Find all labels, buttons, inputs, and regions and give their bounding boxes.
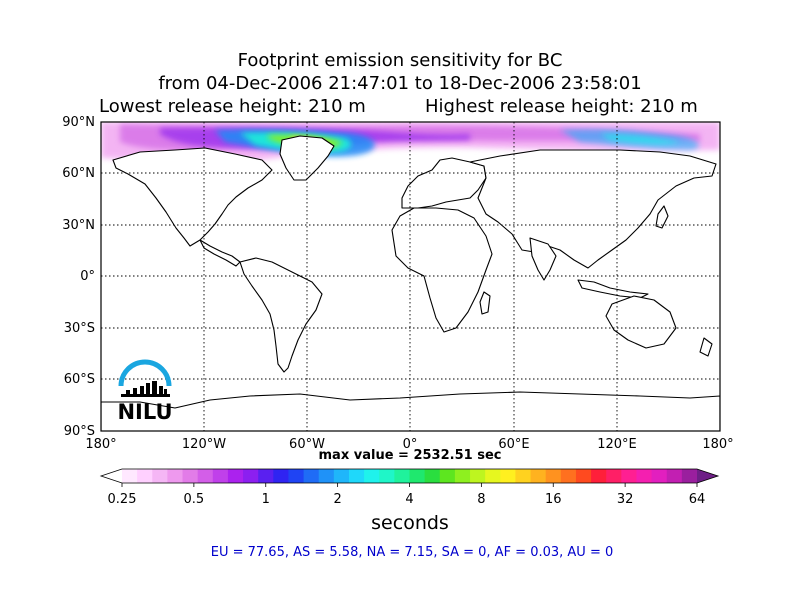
lat-label: 30°S xyxy=(64,321,95,336)
africa xyxy=(391,207,493,333)
indonesia xyxy=(577,279,649,299)
colorbar-cell xyxy=(227,469,244,483)
map-frame xyxy=(100,121,721,432)
lon-label: 0° xyxy=(403,437,418,452)
japan xyxy=(655,205,669,229)
colorbar-cell xyxy=(485,469,501,483)
lowest-release-height: Lowest release height: 210 m xyxy=(99,96,366,117)
colorbar-tick-label: 4 xyxy=(405,492,413,507)
colorbar-units: seconds xyxy=(371,512,449,534)
colorbar-cell xyxy=(500,469,517,483)
lon-label: 60°W xyxy=(289,437,325,452)
colorbar-cell xyxy=(651,469,668,483)
colorbar-cell xyxy=(515,469,532,483)
new-zealand xyxy=(699,337,713,357)
colorbar-cell xyxy=(575,469,592,483)
max-value-label: max value = 2532.51 sec xyxy=(318,448,502,463)
colorbar-cell xyxy=(379,469,395,483)
lon-label: 60°E xyxy=(498,437,529,452)
colorbar-cell xyxy=(666,469,683,483)
colorbar-cell xyxy=(681,469,698,483)
antarctica xyxy=(101,391,720,431)
title-line-2: from 04-Dec-2006 21:47:01 to 18-Dec-2006… xyxy=(158,73,642,94)
colorbar-tick-label: 0.25 xyxy=(108,492,137,507)
logo-text: NILU xyxy=(117,400,172,424)
lon-label: 180° xyxy=(702,437,733,452)
colorbar-cell xyxy=(409,469,426,483)
colorbar-cell xyxy=(273,469,290,483)
colorbar-cell xyxy=(348,469,365,483)
colorbar-tick-label: 64 xyxy=(689,492,706,507)
coastlines xyxy=(101,135,720,431)
colorbar-ticks: 0.25 0.5 1 2 4 8 16 32 64 xyxy=(108,483,706,507)
colorbar-tick-label: 2 xyxy=(333,492,341,507)
colorbar-cell xyxy=(258,469,274,483)
title-line-1: Footprint emission sensitivity for BC xyxy=(237,50,563,71)
colorbar-tick-label: 0.5 xyxy=(184,492,205,507)
colorbar-cell xyxy=(288,469,305,483)
colorbar-cells xyxy=(101,469,718,483)
lat-labels: 90°N 60°N 30°N 0° 30°S 60°S 90°S xyxy=(62,115,95,439)
lat-label: 90°N xyxy=(62,115,95,130)
colorbar-cell xyxy=(122,469,138,483)
colorbar-cell xyxy=(137,469,153,483)
colorbar-cell xyxy=(606,469,622,483)
south-america xyxy=(239,257,323,373)
colorbar-tick-label: 1 xyxy=(262,492,270,507)
colorbar-cell xyxy=(243,469,259,483)
lat-label: 0° xyxy=(80,269,95,284)
colorbar-cell xyxy=(621,469,638,483)
colorbar-tick-label: 8 xyxy=(477,492,485,507)
colorbar-cell xyxy=(545,469,562,483)
north-america xyxy=(112,147,273,247)
logo-arc xyxy=(118,359,172,387)
lat-label: 60°N xyxy=(62,166,95,181)
colorbar-cell xyxy=(303,469,320,483)
world-map: 90°N 60°N 30°N 0° 30°S 60°S 90°S 180° 12… xyxy=(62,115,733,452)
colorbar-cell xyxy=(636,469,653,483)
colorbar-cell xyxy=(333,469,350,483)
madagascar xyxy=(479,291,491,315)
lon-label: 120°E xyxy=(597,437,637,452)
region-totals: EU = 77.65, AS = 5.58, NA = 7.15, SA = 0… xyxy=(210,545,614,560)
lon-label: 120°W xyxy=(182,437,226,452)
central-america xyxy=(199,239,241,267)
colorbar-cell xyxy=(424,469,441,483)
colorbar-cell xyxy=(394,469,411,483)
colorbar-cell xyxy=(318,469,335,483)
colorbar-cell xyxy=(439,469,456,483)
colorbar-cell xyxy=(197,469,214,483)
colorbar-cell xyxy=(530,469,547,483)
logo-skyline xyxy=(121,381,170,397)
gridlines xyxy=(101,122,720,431)
colorbar-cell xyxy=(364,469,380,483)
colorbar-cell xyxy=(454,469,471,483)
colorbar-extend-low xyxy=(101,469,122,483)
colorbar-tick-label: 16 xyxy=(545,492,562,507)
colorbar-cell xyxy=(182,469,199,483)
colorbar-extend-high xyxy=(697,469,718,483)
colorbar-cell xyxy=(560,469,577,483)
lat-label: 30°N xyxy=(62,218,95,233)
australia xyxy=(605,295,677,349)
lon-label: 180° xyxy=(85,437,116,452)
colorbar-cell xyxy=(212,469,229,483)
colorbar-cell xyxy=(167,469,184,483)
highest-release-height: Highest release height: 210 m xyxy=(425,96,698,117)
colorbar-cell xyxy=(152,469,168,483)
nilu-logo: NILU xyxy=(117,359,173,424)
colorbar-cell xyxy=(591,469,607,483)
lat-label: 90°S xyxy=(64,424,95,439)
colorbar-tick-label: 32 xyxy=(617,492,634,507)
colorbar: 0.25 0.5 1 2 4 8 16 32 64 xyxy=(99,468,720,507)
lon-labels: 180° 120°W 60°W 0° 60°E 120°E 180° xyxy=(85,437,733,452)
colorbar-cell xyxy=(470,469,486,483)
lat-label: 60°S xyxy=(64,372,95,387)
india xyxy=(529,237,557,281)
